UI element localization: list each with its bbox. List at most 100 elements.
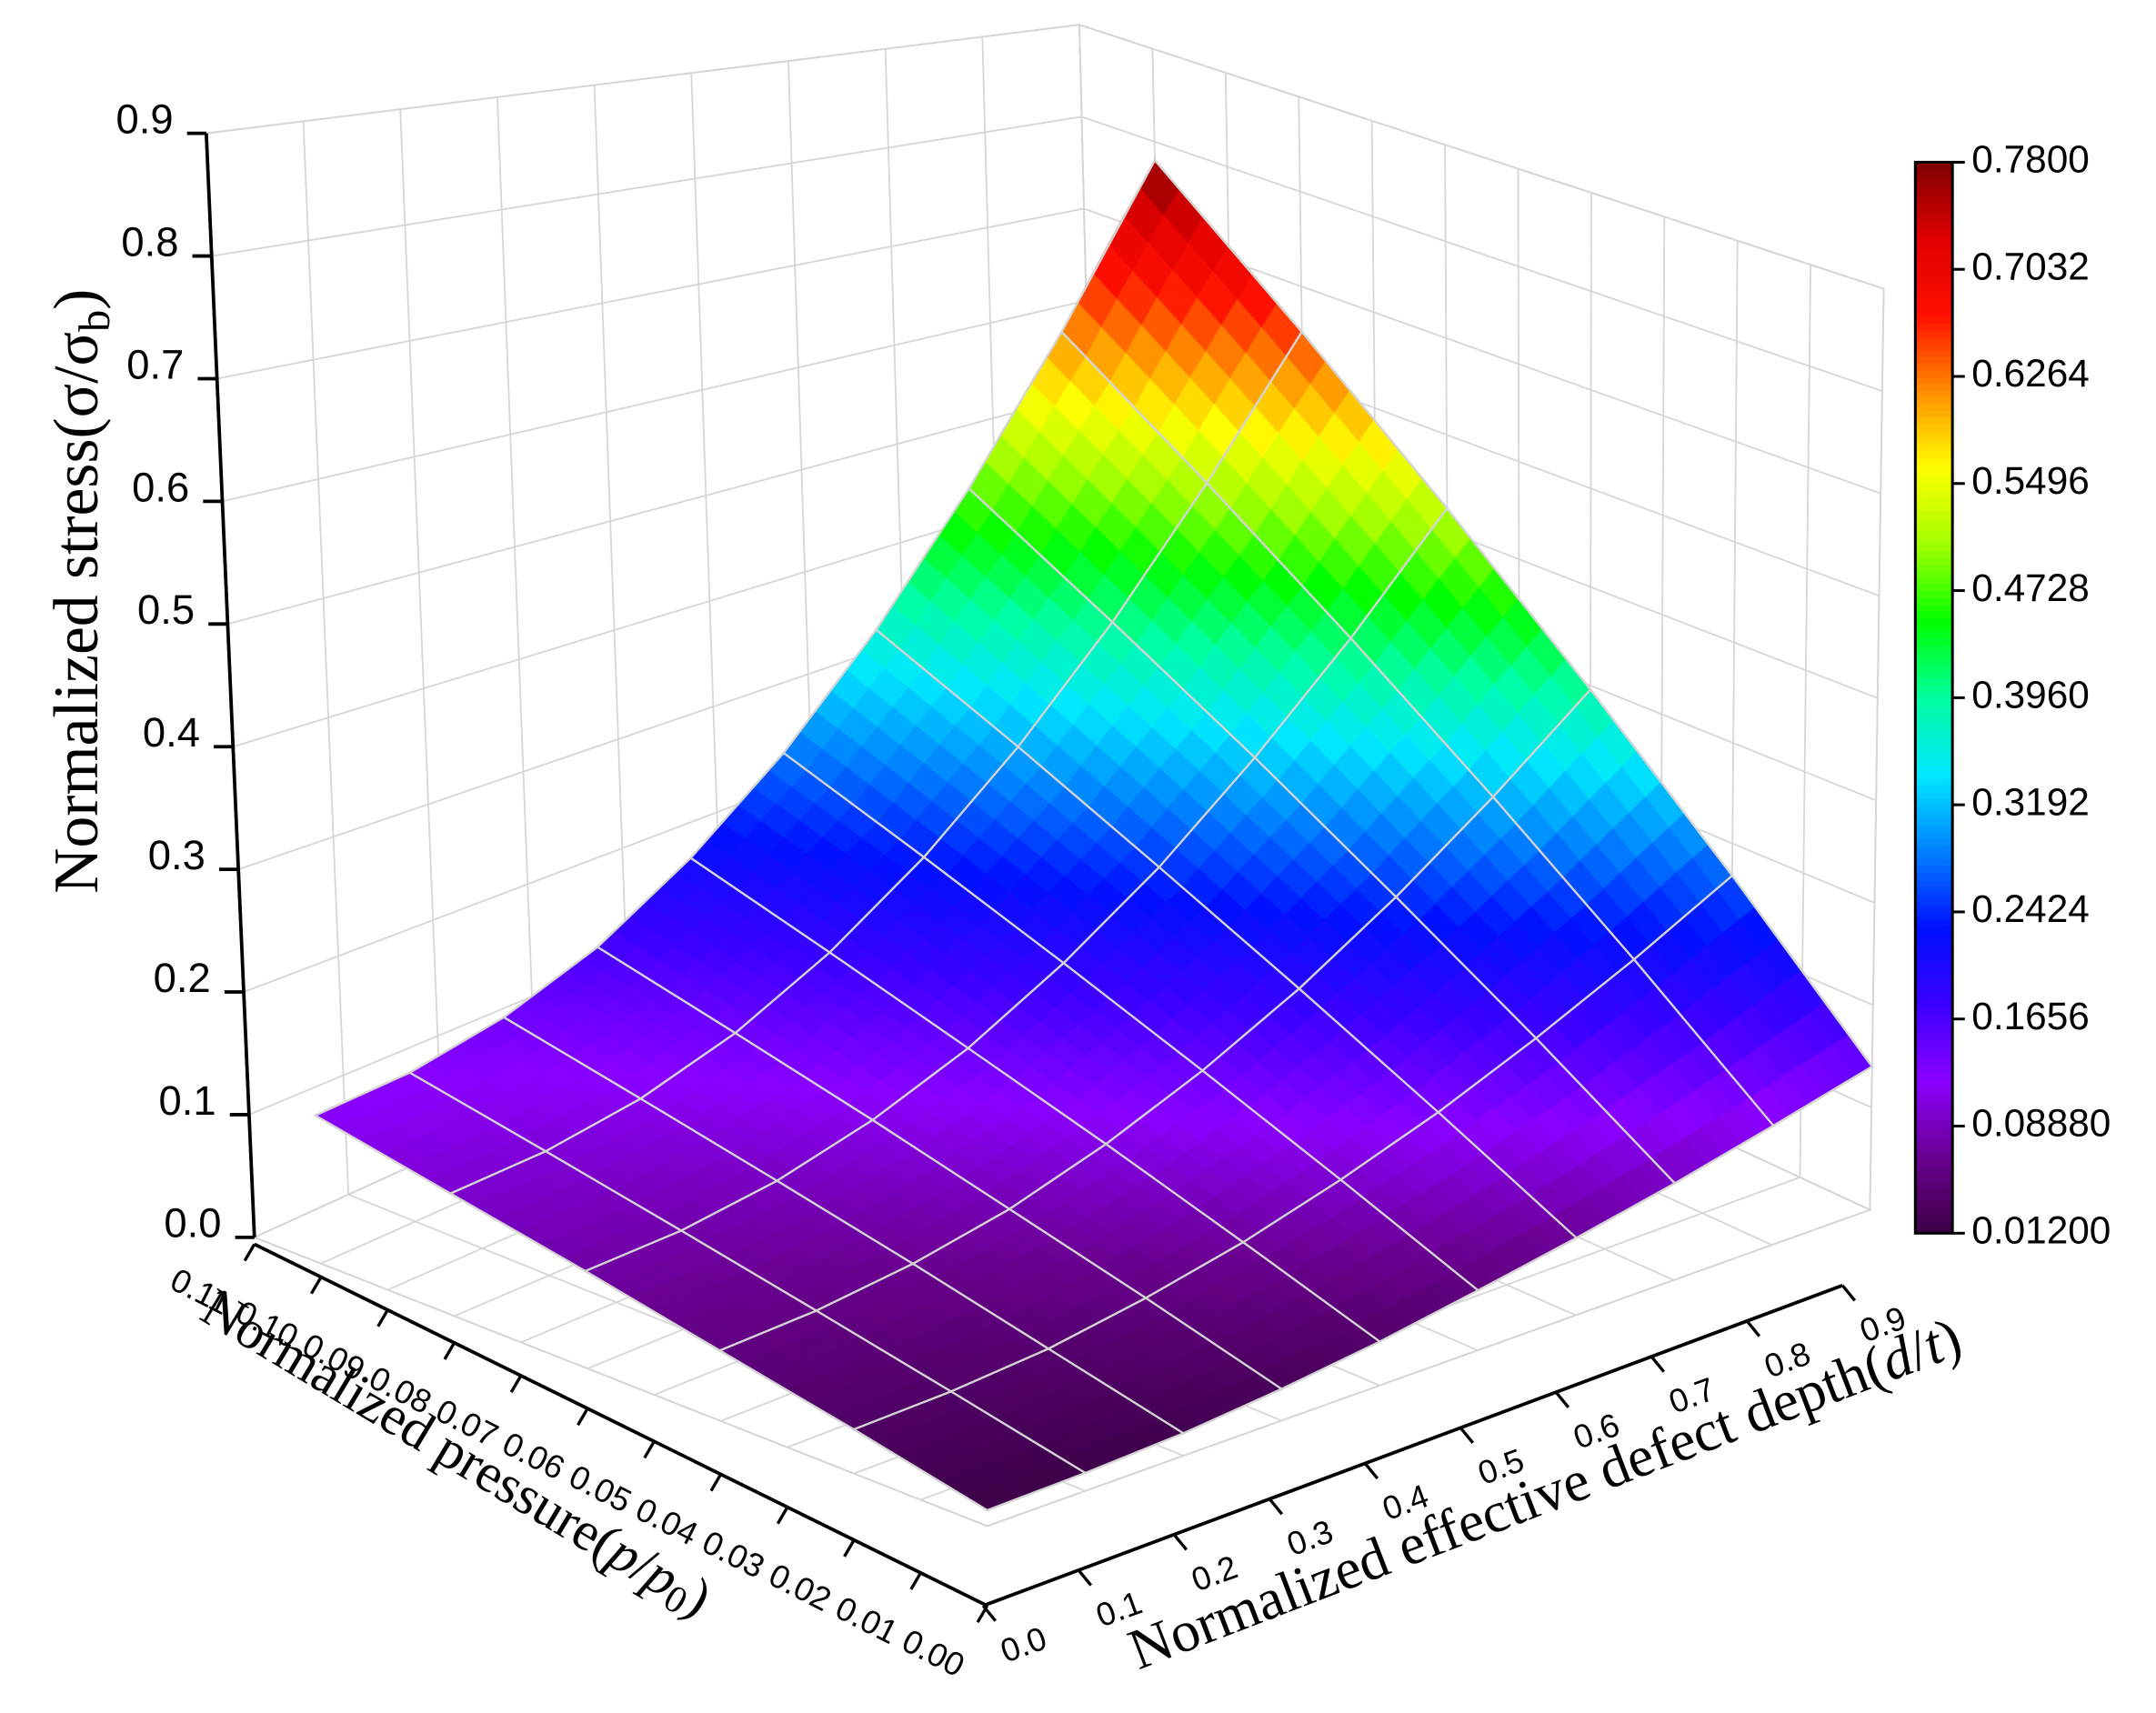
colorbar-swatch: [1915, 282, 1953, 291]
colorbar-swatch: [1915, 1005, 1953, 1014]
colorbar-swatch: [1915, 269, 1953, 277]
colorbar-swatch: [1915, 1072, 1953, 1080]
colorbar-swatch: [1915, 657, 1953, 666]
colorbar-swatch: [1915, 536, 1953, 545]
y-tick: [1459, 1427, 1475, 1445]
colorbar-swatch: [1915, 845, 1953, 853]
colorbar-swatch: [1915, 429, 1953, 438]
colorbar-swatch: [1915, 1046, 1953, 1054]
colorbar-tick-label: 0.3960: [1971, 674, 2089, 716]
colorbar-swatch: [1915, 1106, 1953, 1114]
colorbar-swatch: [1915, 885, 1953, 893]
colorbar-swatch: [1915, 416, 1953, 425]
colorbar-swatch: [1915, 684, 1953, 692]
wireframe-line: [782, 752, 1479, 1292]
colorbar-swatch: [1915, 303, 1953, 311]
surface-cell: [967, 962, 1204, 1145]
colorbar-swatch: [1915, 202, 1953, 210]
surface-cell: [1105, 1069, 1342, 1243]
colorbar-swatch: [1915, 777, 1953, 786]
colorbar-swatch: [1915, 1119, 1953, 1127]
surface-cell: [1254, 637, 1494, 898]
colorbar-swatch: [1915, 945, 1953, 954]
z-axis: [204, 133, 256, 1237]
colorbar-swatch: [1915, 664, 1953, 672]
x-tick: [843, 1538, 856, 1558]
colorbar-tick-label: 0.1656: [1971, 995, 2089, 1037]
colorbar-swatch: [1915, 1058, 1953, 1067]
z-tick-label: 0.8: [121, 218, 178, 265]
colorbar-swatch: [1915, 744, 1953, 753]
surface-cell: [1060, 159, 1303, 485]
z-tick-label: 0.7: [126, 341, 184, 387]
colorbar-swatch: [1915, 785, 1953, 793]
surface-cell: [1339, 1111, 1578, 1291]
x-tick: [776, 1506, 789, 1525]
colorbar-swatch: [1915, 878, 1953, 887]
wireframe-line: [585, 507, 1449, 1273]
colorbar-swatch: [1915, 965, 1953, 974]
z-tick-label: 0.3: [148, 832, 206, 878]
colorbar-swatch: [1915, 188, 1953, 197]
colorbar-swatch: [1915, 1032, 1953, 1040]
x-tick: [509, 1375, 523, 1393]
surface-cell: [1111, 482, 1352, 759]
colorbar-swatch: [1915, 805, 1953, 813]
colorbar-tick-label: 0.2424: [1971, 887, 2089, 930]
colorbar-swatch: [1915, 229, 1953, 237]
colorbar-swatch: [1915, 215, 1953, 224]
colorbar-swatch: [1915, 1226, 1953, 1235]
y-tick-label: 0.0: [996, 1619, 1051, 1670]
x-tick-label: 0.02: [763, 1556, 837, 1618]
colorbar-swatch: [1915, 584, 1953, 592]
wireframe-line: [968, 487, 1676, 1185]
surface-cell: [1047, 1297, 1283, 1434]
colorbar-swatch: [1915, 456, 1953, 465]
colorbar-swatch: [1915, 570, 1953, 578]
surface-cell: [449, 1150, 683, 1272]
y-tick: [1363, 1462, 1379, 1480]
colorbar-swatch: [1915, 918, 1953, 927]
x-tick: [243, 1243, 256, 1262]
colorbar-swatch: [1915, 409, 1953, 418]
surface-cell: [1535, 958, 1775, 1185]
colorbar-swatch: [1915, 389, 1953, 397]
wireframe-line: [853, 875, 1733, 1431]
colorbar-swatch: [1915, 195, 1953, 204]
colorbar-swatch: [1915, 650, 1953, 659]
wireframe-line: [315, 159, 1157, 1117]
colorbar-swatch: [1915, 610, 1953, 618]
colorbar-swatch: [1915, 316, 1953, 325]
colorbar-swatch: [1915, 208, 1953, 217]
colorbar-swatch: [1915, 463, 1953, 471]
colorbar-swatch: [1915, 356, 1953, 365]
colorbar-swatch: [1915, 523, 1953, 532]
colorbar-swatch: [1915, 1179, 1953, 1187]
colorbar-swatch: [1915, 978, 1953, 987]
surface-cell: [314, 1072, 547, 1195]
surface-cell: [949, 1347, 1185, 1474]
colorbar-swatch: [1915, 309, 1953, 317]
colorbar-swatch: [1915, 343, 1953, 351]
colorbar-tick-label: 0.6264: [1971, 352, 2089, 395]
wireframe-line: [875, 628, 1578, 1239]
surface-cell: [1633, 875, 1873, 1127]
wireframe-line: [1060, 331, 1775, 1127]
colorbar-swatch: [1915, 564, 1953, 572]
colorbar-swatch: [1915, 1126, 1953, 1134]
colorbar-swatch: [1915, 423, 1953, 431]
colorbar-swatch: [1915, 449, 1953, 458]
colorbar-swatch: [1915, 182, 1953, 190]
z-tick-label: 0.2: [154, 955, 211, 1001]
y-tick: [1745, 1319, 1761, 1337]
surface-cell: [875, 487, 1114, 748]
colorbar-swatch: [1915, 1078, 1953, 1087]
colorbar-swatch: [1915, 932, 1953, 940]
colorbar-swatch: [1915, 831, 1953, 839]
colorbar-swatch: [1915, 644, 1953, 652]
colorbar-swatch: [1915, 637, 1953, 646]
colorbar-swatch: [1915, 1092, 1953, 1100]
colorbar-swatch: [1915, 865, 1953, 873]
x-tick: [643, 1440, 656, 1459]
wireframe-line: [315, 1114, 988, 1512]
